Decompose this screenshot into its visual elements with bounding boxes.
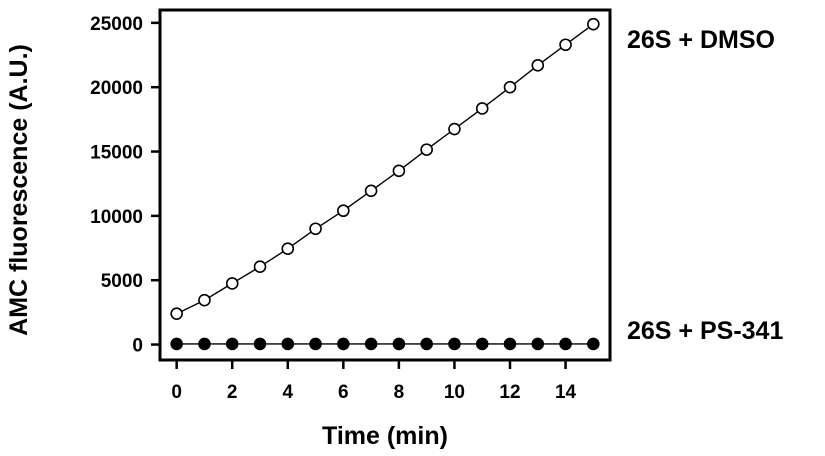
data-point <box>225 277 239 290</box>
data-point <box>225 337 239 351</box>
data-point <box>420 143 433 156</box>
x-tick-label: 0 <box>171 382 182 403</box>
series-label-dmso: 26S + DMSO <box>627 26 775 54</box>
x-tick-label: 8 <box>394 382 405 403</box>
data-point <box>392 164 406 178</box>
data-point <box>253 260 267 274</box>
series-group <box>170 17 600 351</box>
plot-border <box>158 8 612 362</box>
series-ps341 <box>170 337 600 351</box>
data-point <box>309 222 322 236</box>
x-tick-label: 2 <box>227 382 238 403</box>
y-tick-label: 20000 <box>90 78 143 99</box>
data-point <box>503 80 517 94</box>
data-point <box>253 337 267 351</box>
data-point <box>448 337 461 351</box>
data-point <box>531 337 545 351</box>
data-point <box>364 184 378 198</box>
plot-frame <box>158 8 612 362</box>
x-tick-label: 12 <box>499 382 520 403</box>
x-tick-label: 4 <box>282 382 293 403</box>
data-point <box>559 337 572 351</box>
data-point <box>281 337 295 351</box>
data-point <box>531 59 545 72</box>
data-point <box>475 337 489 351</box>
data-point <box>309 337 322 351</box>
data-point <box>448 122 461 136</box>
y-tick-label: 25000 <box>90 14 143 35</box>
y-tick-label: 15000 <box>90 143 143 164</box>
data-point <box>475 102 489 115</box>
y-tick-label: 5000 <box>101 271 143 292</box>
series-label-ps341: 26S + PS-341 <box>627 317 783 345</box>
data-point <box>587 17 600 31</box>
series-line <box>176 23 594 315</box>
data-point <box>559 38 572 52</box>
y-axis-label: AMC fluorescence (A.U.) <box>5 44 33 336</box>
x-tick-label: 6 <box>338 382 349 403</box>
data-point <box>337 337 350 351</box>
y-tick-label: 0 <box>132 336 143 357</box>
data-point <box>587 337 600 351</box>
x-axis-label: Time (min) <box>322 422 448 450</box>
data-point <box>198 293 211 307</box>
series-dmso <box>170 17 600 320</box>
data-point <box>420 337 433 351</box>
x-tick-label: 10 <box>444 382 465 403</box>
x-tick-label: 14 <box>555 382 577 403</box>
data-point <box>392 337 406 351</box>
data-point <box>170 337 183 351</box>
x-axis-ticks: 0 2 4 6 8 10 12 14 <box>171 360 577 403</box>
data-point <box>170 307 183 320</box>
data-point <box>198 337 211 351</box>
y-axis-ticks: 0 5000 10000 15000 20000 25000 <box>90 14 160 357</box>
y-tick-label: 10000 <box>90 207 143 228</box>
data-point <box>281 242 295 255</box>
data-point <box>337 204 350 218</box>
data-point <box>364 337 378 351</box>
data-point <box>503 337 517 351</box>
